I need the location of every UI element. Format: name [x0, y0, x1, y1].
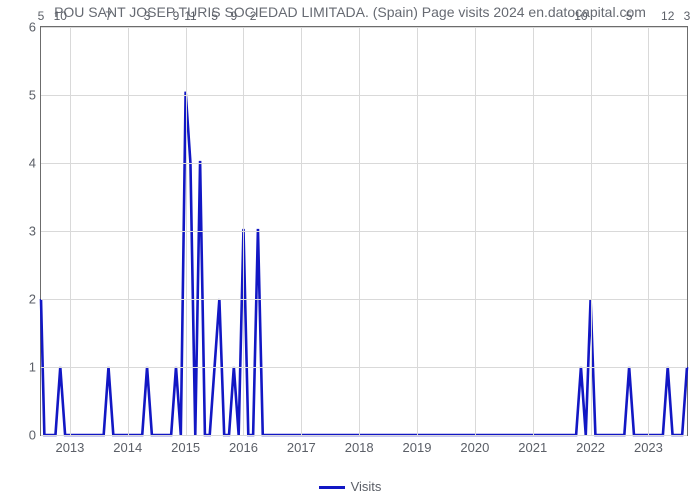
y-tick-label: 4: [0, 156, 36, 171]
data-label: 10: [574, 9, 587, 23]
gridline-v: [591, 27, 592, 435]
y-tick-label: 6: [0, 20, 36, 35]
x-tick-label: 2022: [576, 440, 605, 455]
data-label: 9: [173, 9, 180, 23]
gridline-v: [301, 27, 302, 435]
x-tick-label: 2021: [518, 440, 547, 455]
x-tick-label: 2020: [460, 440, 489, 455]
gridline-v: [648, 27, 649, 435]
chart-container: POU SANT JOSEP TURIS SOCIEDAD LIMITADA. …: [0, 0, 700, 500]
y-tick-label: 0: [0, 428, 36, 443]
data-label: 5: [38, 9, 45, 23]
y-tick-label: 1: [0, 360, 36, 375]
data-label: 12: [661, 9, 674, 23]
gridline-v: [533, 27, 534, 435]
gridline-h: [41, 435, 687, 436]
x-tick-label: 2014: [113, 440, 142, 455]
gridline-v: [243, 27, 244, 435]
gridline-v: [475, 27, 476, 435]
data-label: 5: [626, 9, 633, 23]
data-label: 3: [144, 9, 151, 23]
data-label: 2: [250, 9, 257, 23]
x-tick-label: 2016: [229, 440, 258, 455]
gridline-v: [359, 27, 360, 435]
plot-area: 2013201420152016201720182019202020212022…: [40, 26, 688, 436]
data-label: 10: [54, 9, 67, 23]
x-tick-label: 2018: [345, 440, 374, 455]
legend-swatch: [319, 486, 345, 489]
data-label: 3: [684, 9, 691, 23]
x-tick-label: 2013: [55, 440, 84, 455]
data-label: 5: [211, 9, 218, 23]
gridline-v: [128, 27, 129, 435]
data-label: 11: [184, 9, 196, 23]
legend: Visits: [0, 479, 700, 494]
y-tick-label: 5: [0, 88, 36, 103]
y-tick-label: 3: [0, 224, 36, 239]
x-tick-label: 2019: [403, 440, 432, 455]
legend-label: Visits: [351, 479, 382, 494]
x-tick-label: 2023: [634, 440, 663, 455]
data-label: 9: [230, 9, 237, 23]
gridline-v: [186, 27, 187, 435]
y-tick-label: 2: [0, 292, 36, 307]
data-label: 7: [105, 9, 112, 23]
gridline-v: [417, 27, 418, 435]
gridline-v: [70, 27, 71, 435]
x-tick-label: 2015: [171, 440, 200, 455]
x-tick-label: 2017: [287, 440, 316, 455]
